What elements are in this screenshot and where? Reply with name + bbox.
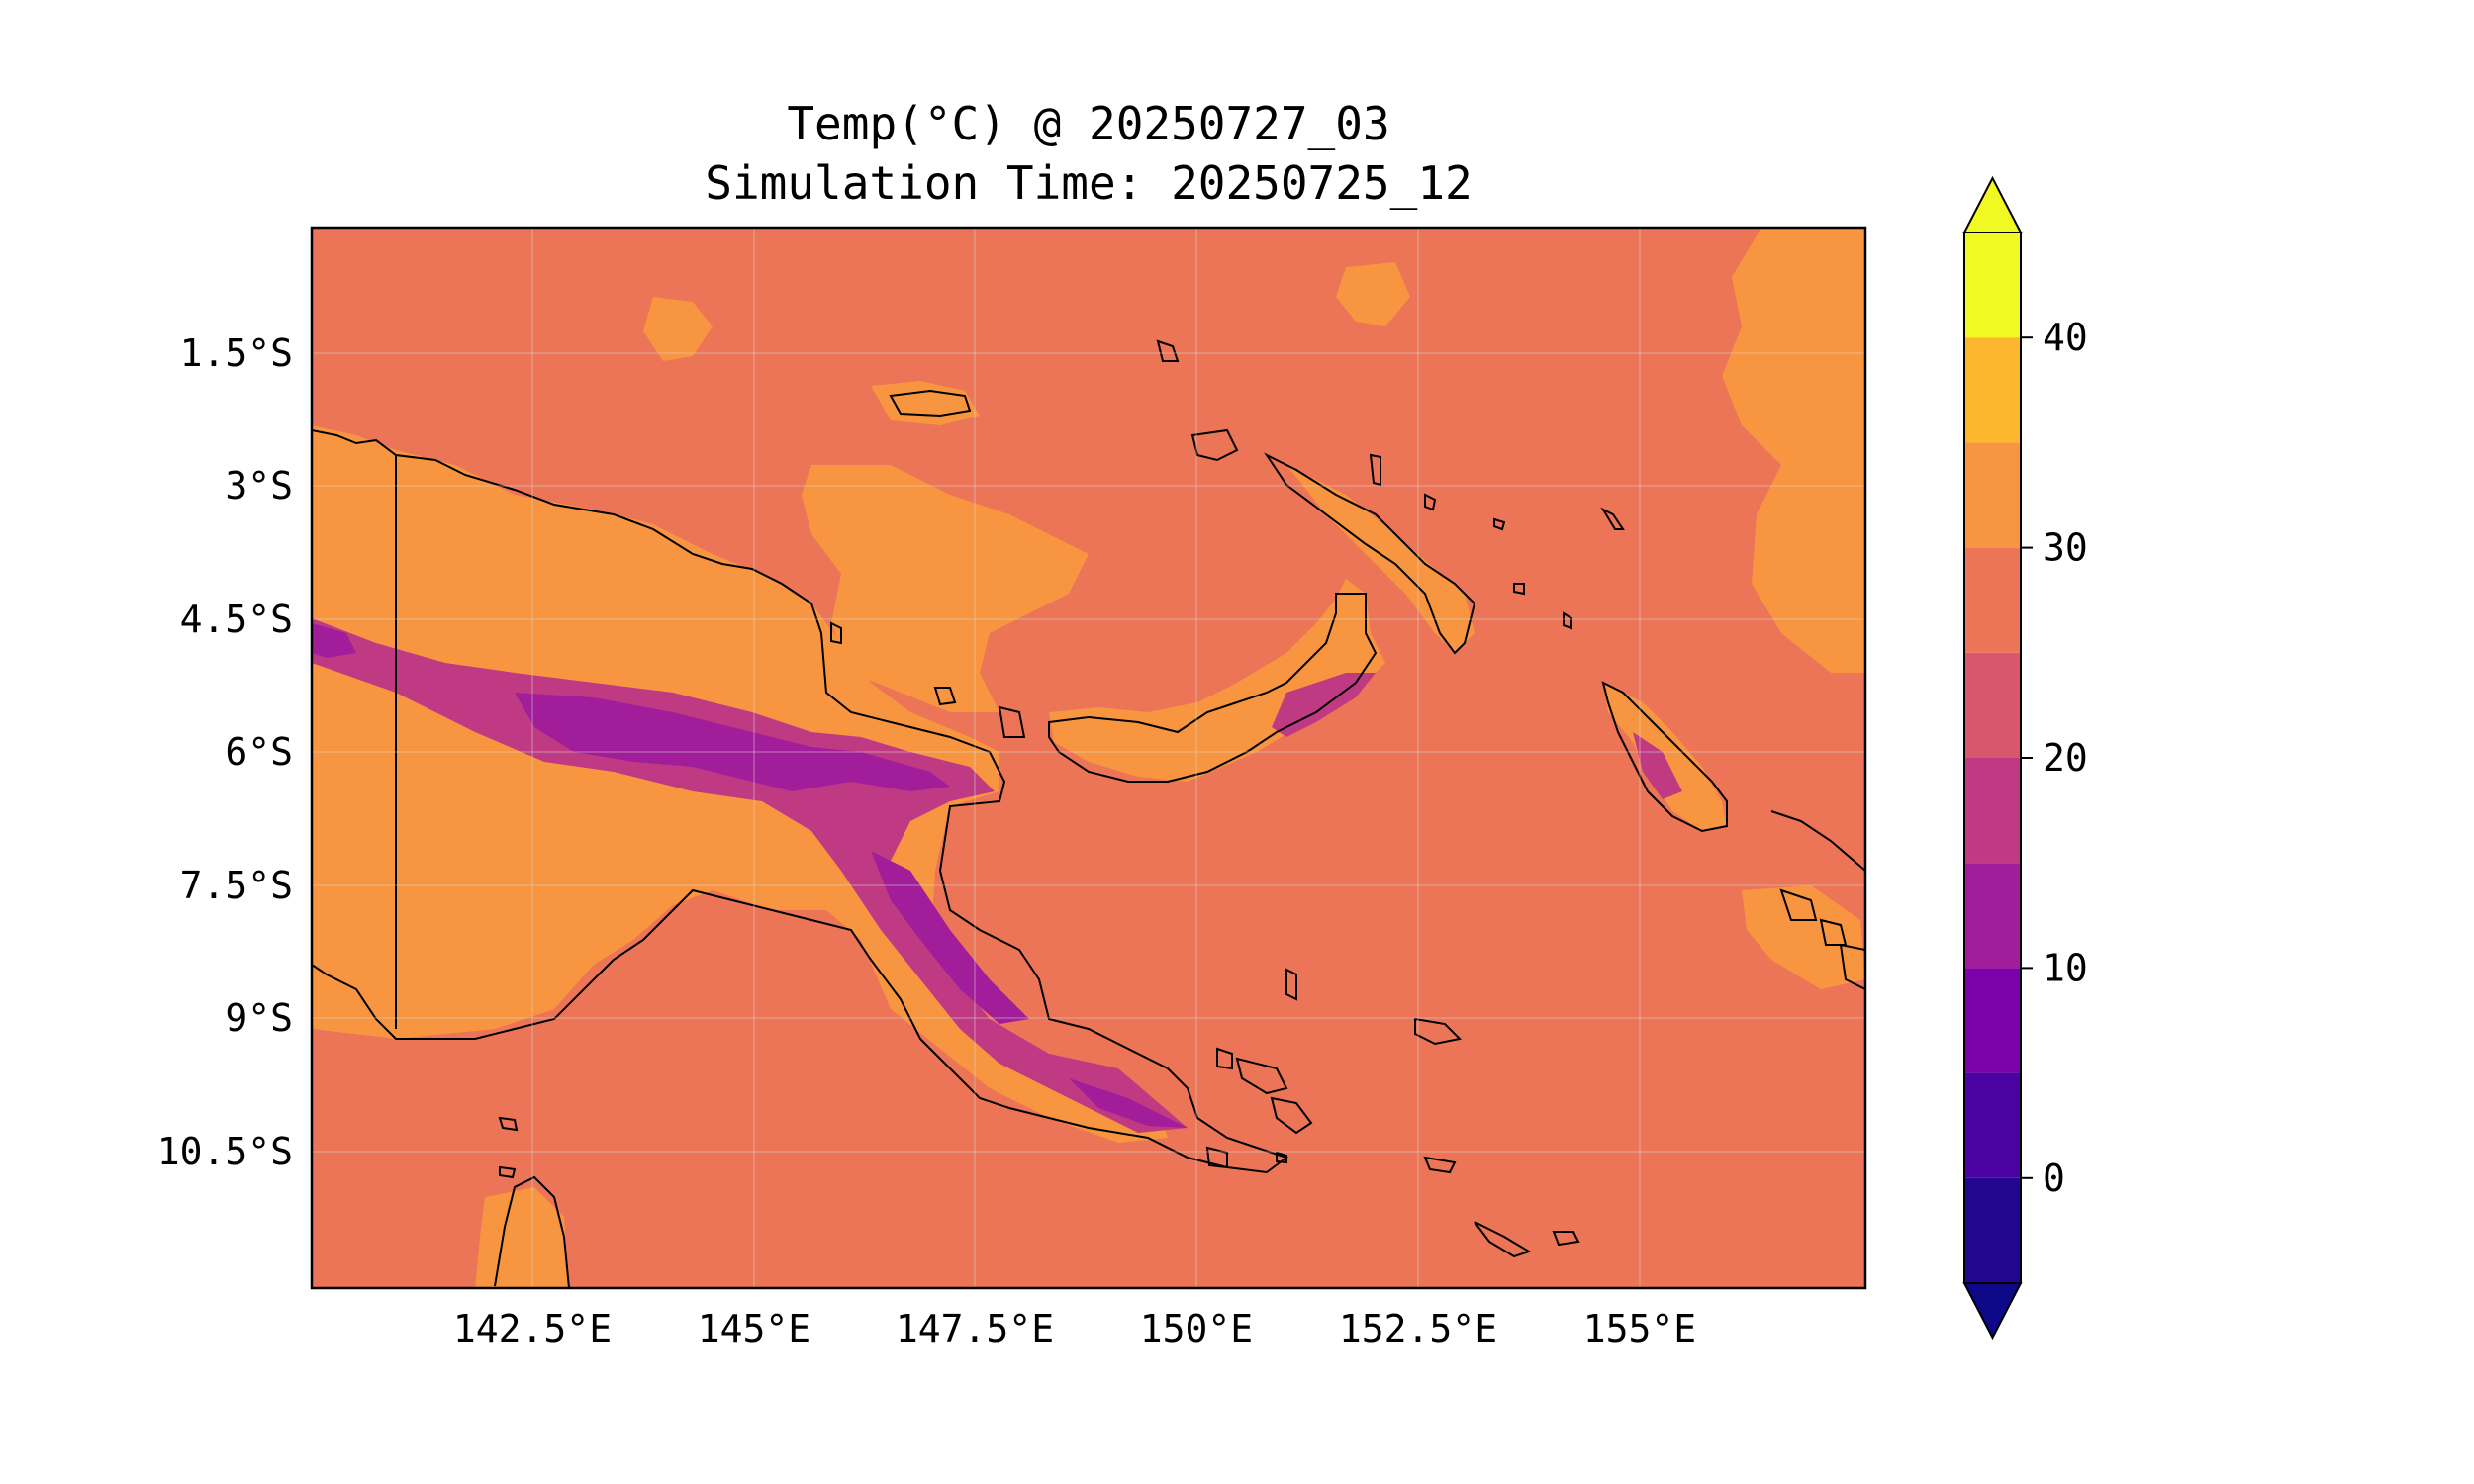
colorbar-segment — [1964, 337, 2021, 443]
colorbar-tick-label: 20 — [2043, 736, 2088, 780]
colorbar: 0 10 20 30 40 — [1962, 175, 2088, 1341]
warm-patch-east-islands — [1742, 885, 1865, 989]
plot-title: Temp(°C) @ 20250727_03 — [787, 97, 1390, 150]
lat-tick-labels: 1.5°S 3°S 4.5°S 6°S 7.5°S 9°S 10.5°S — [157, 331, 293, 1173]
lat-tick-label: 3°S — [225, 464, 293, 508]
colorbar-segment — [1964, 442, 2021, 548]
colorbar-segment — [1964, 652, 2021, 758]
colorbar-extend-min — [1962, 1282, 2023, 1341]
colorbar-segment — [1964, 1072, 2021, 1178]
warm-patch-small-2 — [1336, 262, 1410, 326]
map-panel — [312, 228, 1865, 1288]
new-guinea-highland — [312, 618, 1188, 1133]
colorbar-tick-label: 40 — [2043, 316, 2088, 359]
lon-tick-label: 155°E — [1583, 1307, 1696, 1350]
lon-tick-label: 152.5°E — [1339, 1307, 1497, 1350]
warm-patch-north — [802, 465, 1089, 712]
colorbar-tick-label: 10 — [2043, 946, 2088, 989]
colorbar-segment — [1964, 232, 2021, 338]
lat-tick-label: 7.5°S — [180, 864, 293, 907]
new-britain-land — [1049, 579, 1385, 782]
lon-tick-label: 147.5°E — [896, 1307, 1054, 1350]
lat-tick-label: 10.5°S — [157, 1130, 293, 1173]
lat-tick-label: 6°S — [225, 730, 293, 774]
map-frame — [310, 226, 1867, 1290]
lon-tick-label: 150°E — [1140, 1307, 1253, 1350]
colorbar-tick-label: 0 — [2043, 1157, 2065, 1200]
lat-tick-label: 9°S — [225, 996, 293, 1040]
coastlines — [312, 339, 1865, 1288]
lon-tick-labels: 142.5°E 145°E 147.5°E 150°E 152.5°E 155°… — [453, 1307, 1696, 1350]
gridlines — [312, 228, 1865, 1288]
colorbar-extend-max — [1962, 175, 2023, 233]
colorbar-segment — [1964, 758, 2021, 864]
bougainville-highland — [1633, 732, 1682, 799]
colorbar-segment — [1964, 968, 2021, 1073]
lon-tick-label: 142.5°E — [453, 1307, 612, 1350]
colorbar-segment — [1964, 547, 2021, 653]
lon-tick-label: 145°E — [698, 1307, 810, 1350]
colorbar-tick-label: 30 — [2043, 526, 2088, 570]
lat-tick-label: 4.5°S — [180, 598, 293, 641]
colorbar-segment — [1964, 1177, 2021, 1283]
lat-tick-label: 1.5°S — [180, 331, 293, 375]
warm-patch-northeast — [1722, 228, 1865, 673]
warm-patch-small-1 — [643, 297, 713, 361]
new-ireland-land — [1286, 465, 1475, 653]
colorbar-segment — [1964, 863, 2021, 969]
plot-subtitle: Simulation Time: 20250725_12 — [705, 156, 1473, 210]
